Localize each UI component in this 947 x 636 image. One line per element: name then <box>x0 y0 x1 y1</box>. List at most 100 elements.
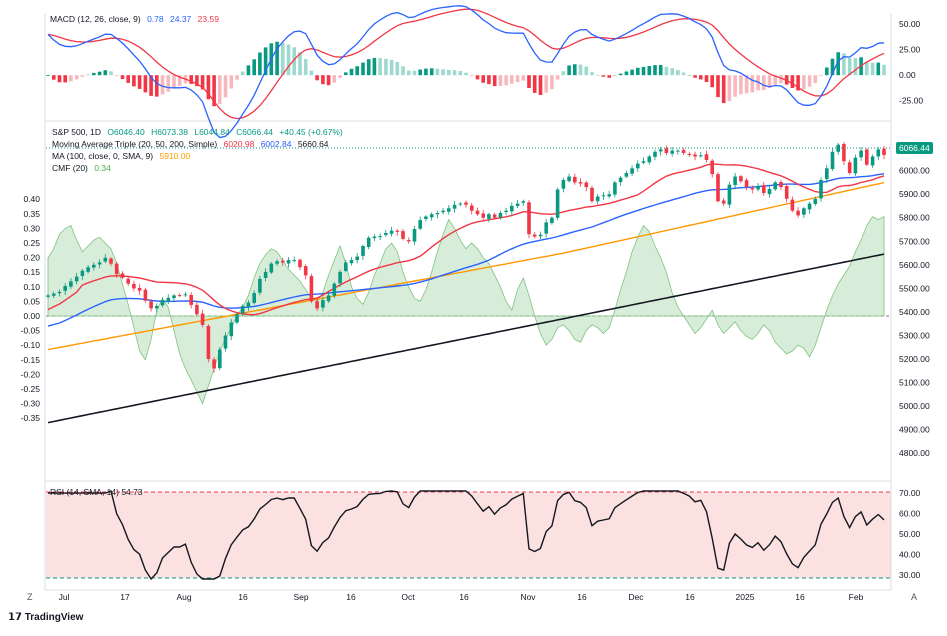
candle <box>773 180 777 191</box>
macd-hist-bar <box>441 69 445 76</box>
candle <box>670 147 674 157</box>
candle <box>183 291 188 297</box>
macd-hist-bar <box>561 71 566 76</box>
candle <box>218 347 222 371</box>
macd-hist-bar <box>103 70 108 76</box>
cmf-value: 0.34 <box>94 163 111 173</box>
candle <box>74 272 79 285</box>
triple-ma-legend[interactable]: Moving Average Triple (20, 50, 200, Simp… <box>52 139 333 150</box>
candle <box>344 259 348 273</box>
price-axis-tick: 4800.00 <box>899 448 930 458</box>
macd-hist-bar <box>510 75 514 84</box>
candle-body <box>830 151 835 169</box>
candle-body <box>418 220 422 229</box>
macd-hist-bar <box>172 75 176 89</box>
candle-body <box>733 176 737 186</box>
candle-body <box>727 184 732 205</box>
macd-hist-bar <box>137 75 142 89</box>
candle-body <box>160 300 165 306</box>
candle <box>813 196 818 207</box>
macd-hist-bar <box>80 75 85 77</box>
candle <box>114 261 119 278</box>
candle-body <box>326 295 331 302</box>
candle <box>836 143 840 155</box>
timezone-toggle[interactable]: Z <box>27 592 33 602</box>
candle <box>475 207 480 216</box>
candle <box>407 237 411 244</box>
candle <box>681 148 686 155</box>
macd-axis-tick: 50.00 <box>899 19 921 29</box>
symbol-legend[interactable]: S&P 500, 1D O6046.40 H6073.38 L6044.84 C… <box>52 127 347 138</box>
candle <box>332 282 337 299</box>
candle-body <box>372 236 377 239</box>
macd-hist-bar <box>235 75 239 80</box>
macd-hist-bar <box>762 75 766 91</box>
candle-body <box>286 260 291 264</box>
rsi-legend[interactable]: RSI (14, SMA, 14) 54.73 <box>50 487 143 497</box>
last-price-badge: 6066.44 <box>896 142 933 154</box>
macd-hist-bar <box>590 72 594 76</box>
candle <box>63 283 67 296</box>
macd-hist-bar <box>263 47 268 76</box>
macd-hist-bar <box>326 75 331 86</box>
candle-body <box>315 301 319 309</box>
macd-hist-bar <box>653 65 657 76</box>
candle-body <box>292 260 296 262</box>
candle <box>315 298 319 312</box>
candle-body <box>126 278 130 284</box>
macd-hist-bar <box>538 75 543 95</box>
macd-legend[interactable]: MACD (12, 26, close, 9) 0.78 24.37 23.59 <box>50 14 223 25</box>
auto-scale-toggle[interactable]: A <box>911 592 918 602</box>
macd-hist-bar <box>332 75 337 83</box>
macd-hist-bar <box>550 75 554 90</box>
candle-body <box>590 187 594 202</box>
candle <box>212 357 216 373</box>
cmf-legend[interactable]: CMF (20) 0.34 <box>52 163 115 174</box>
macd-axis-tick: -25.00 <box>899 96 923 106</box>
tradingview-brand[interactable]: 𝟭𝟳 TradingView <box>8 612 83 623</box>
macd-hist-bar <box>624 71 629 76</box>
candle <box>412 225 417 246</box>
candle-body <box>515 203 520 206</box>
candle-body <box>109 258 113 264</box>
candle <box>710 159 714 178</box>
candle <box>223 332 228 352</box>
macd-hist-bar <box>286 44 291 76</box>
macd-hist-bar <box>813 75 818 83</box>
candle-body <box>704 154 709 160</box>
candle <box>97 259 102 269</box>
candle-body <box>212 359 216 369</box>
price-axis-tick: 5700.00 <box>899 236 930 246</box>
candle <box>372 234 377 242</box>
macd-hist-bar <box>733 75 737 97</box>
time-axis-tick: Dec <box>628 592 644 602</box>
time-axis-tick: Jul <box>59 592 70 602</box>
candle-body <box>155 306 159 309</box>
candle-body <box>412 229 417 242</box>
candle <box>796 207 800 218</box>
macd-hist-bar <box>607 75 611 78</box>
candle <box>767 185 772 198</box>
cmf-axis-tick: 0.05 <box>23 296 40 306</box>
macd-hist-bar <box>739 75 743 95</box>
ma200-line <box>47 253 885 424</box>
macd-hist-bar <box>475 75 480 80</box>
candle-body <box>435 213 440 215</box>
macd-hist-bar <box>796 75 800 91</box>
candle-body <box>853 157 858 174</box>
candle-body <box>92 264 96 268</box>
macd-hist-bar <box>481 75 485 83</box>
candle-body <box>355 256 359 261</box>
candle-body <box>223 335 228 349</box>
candle-body <box>653 151 657 157</box>
symbol-label: S&P 500, 1D <box>52 127 101 137</box>
ma100-legend[interactable]: MA (100, close, 0, SMA, 9) 5910.00 <box>52 151 194 162</box>
macd-hist-bar <box>618 73 623 76</box>
candle <box>160 297 165 308</box>
candle-body <box>401 231 405 239</box>
candle-body <box>710 160 714 175</box>
candle <box>126 276 130 287</box>
candle-body <box>143 289 148 301</box>
ma200-value: 5660.64 <box>297 139 329 149</box>
